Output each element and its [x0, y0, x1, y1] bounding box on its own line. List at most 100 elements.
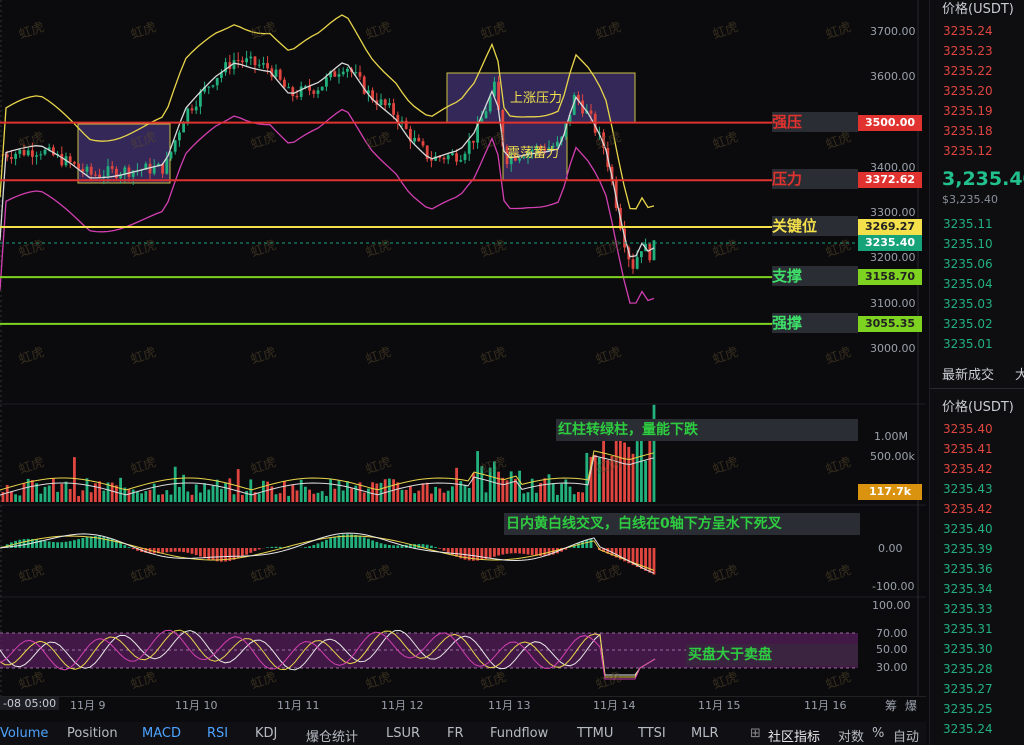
macd-bar: [438, 548, 442, 549]
candle-body: [463, 153, 467, 161]
macd-bar: [480, 548, 484, 560]
macd-bar: [102, 536, 106, 548]
macd-axis-neg100: -100.00: [872, 580, 915, 593]
level-name: 强压: [772, 111, 858, 132]
ask-price[interactable]: 3235.22: [943, 64, 993, 78]
candle-body: [194, 106, 198, 111]
tab-ttsi[interactable]: TTSI: [638, 726, 666, 741]
tab-macd[interactable]: MACD: [142, 726, 181, 741]
ask-price[interactable]: 3235.18: [943, 124, 993, 138]
ask-price[interactable]: 3235.23: [943, 44, 993, 58]
volume-bar: [131, 489, 135, 502]
macd-bar: [451, 548, 454, 555]
candle-body: [299, 86, 303, 97]
macd-bar: [514, 548, 517, 554]
rsi-axis-70: 70.00: [876, 627, 908, 640]
trade-price: 3235.43: [943, 482, 993, 496]
time-axis[interactable]: -08 05:00 11月 9 11月 10 11月 11 11月 12 11月…: [0, 696, 926, 716]
rsi-axis-30: 30.00: [876, 661, 908, 674]
boll-upper-line: [0, 14, 655, 210]
tab-mlr[interactable]: MLR: [691, 726, 719, 741]
tab-fundflow[interactable]: Fundflow: [490, 726, 549, 741]
percent-scale-toggle[interactable]: %: [872, 726, 885, 741]
tab-volume[interactable]: Volume: [0, 726, 49, 741]
macd-bar: [249, 548, 253, 553]
tab-rsi[interactable]: RSI: [207, 726, 229, 741]
ask-price[interactable]: 3235.19: [943, 104, 993, 118]
indicator-toolbar[interactable]: Volume Position MACD RSI KDJ 爆仓统计 LSUR F…: [0, 722, 926, 745]
bid-price[interactable]: 3235.04: [943, 277, 993, 291]
macd-bar: [270, 546, 274, 548]
volume-bar: [417, 490, 421, 502]
uptrend-pressure-box: [446, 72, 636, 124]
candle-body: [329, 71, 332, 78]
volume-bar: [463, 484, 467, 502]
volume-bar: [81, 490, 85, 502]
candle-body: [144, 163, 148, 170]
price-axis-label: 3200.00: [870, 251, 916, 265]
ask-price[interactable]: 3235.12: [943, 144, 993, 158]
macd-bar: [89, 536, 93, 548]
macd-bar: [52, 542, 55, 548]
tab-fr[interactable]: FR: [447, 726, 464, 741]
volume-ma-yellow: [0, 450, 655, 491]
volume-annotation: 红柱转绿柱，量能下跌: [556, 419, 858, 441]
macd-bar: [396, 545, 400, 548]
macd-bar: [253, 548, 257, 552]
candle-body: [89, 166, 93, 175]
volume-bar: [644, 460, 647, 502]
date-label: 11月 9: [70, 699, 106, 712]
ask-price[interactable]: 3235.24: [943, 24, 993, 38]
tab-lsur[interactable]: LSUR: [386, 726, 421, 741]
bid-price[interactable]: 3235.10: [943, 237, 993, 251]
candle-body: [47, 147, 51, 150]
tab-large-trades[interactable]: 大: [1015, 368, 1024, 383]
candle-body: [535, 146, 538, 150]
macd-bar: [535, 548, 538, 556]
log-scale-toggle[interactable]: 对数: [838, 730, 865, 745]
volume-bar: [77, 495, 80, 502]
volume-bar: [564, 479, 568, 502]
volume-bar: [89, 492, 93, 502]
candlestick-chart[interactable]: [0, 0, 926, 715]
tab-liquidation-stats[interactable]: 爆仓统计: [306, 730, 359, 745]
liquidation-button[interactable]: 爆: [905, 699, 918, 713]
volume-bar: [459, 481, 463, 502]
volume-axis-500k: 500.00k: [870, 450, 915, 463]
macd-bar: [98, 536, 101, 548]
macd-bar: [68, 541, 72, 548]
auto-scale-toggle[interactable]: 自动: [893, 730, 920, 745]
bid-price[interactable]: 3235.03: [943, 297, 993, 311]
candle-body: [451, 153, 454, 156]
macd-bar: [572, 545, 576, 548]
community-indicators-button[interactable]: 社区指标: [768, 730, 821, 745]
ask-price[interactable]: 3235.20: [943, 84, 993, 98]
price-axis-label: 3400.00: [870, 160, 916, 174]
bid-price[interactable]: 3235.06: [943, 257, 993, 271]
bid-price[interactable]: 3235.01: [943, 337, 993, 351]
macd-bar: [119, 542, 122, 548]
candle-body: [186, 108, 190, 123]
macd-bar: [165, 548, 169, 553]
rsi-annotation: 买盘大于卖盘: [686, 644, 858, 666]
macd-bar: [43, 540, 47, 548]
tab-latest-trades[interactable]: 最新成交: [942, 368, 995, 383]
tab-position[interactable]: Position: [67, 726, 118, 741]
macd-bar: [501, 548, 505, 555]
candle-body: [60, 154, 64, 166]
trades-price-header: 价格(USDT): [942, 400, 1014, 415]
bid-price[interactable]: 3235.02: [943, 317, 993, 331]
chart-area[interactable]: 3700.00 3600.00 3500.00 3400.00 3300.00 3200.…: [0, 0, 926, 715]
macd-bar: [190, 548, 194, 554]
chip-button[interactable]: 筹: [885, 699, 898, 713]
last-price-usd: $3,235.40: [942, 193, 998, 206]
candle-body: [257, 64, 261, 66]
tab-ttmu[interactable]: TTMU: [577, 726, 614, 741]
volume-bar: [299, 479, 303, 502]
macd-bar: [589, 538, 593, 548]
tab-kdj[interactable]: KDJ: [255, 726, 278, 741]
orderbook-panel: 价格(USDT) 3235.24 3235.23 3235.22 3235.20 323…: [929, 0, 1024, 745]
volume-bar: [94, 483, 97, 502]
volume-bar: [39, 493, 43, 502]
bid-price[interactable]: 3235.11: [943, 217, 993, 231]
